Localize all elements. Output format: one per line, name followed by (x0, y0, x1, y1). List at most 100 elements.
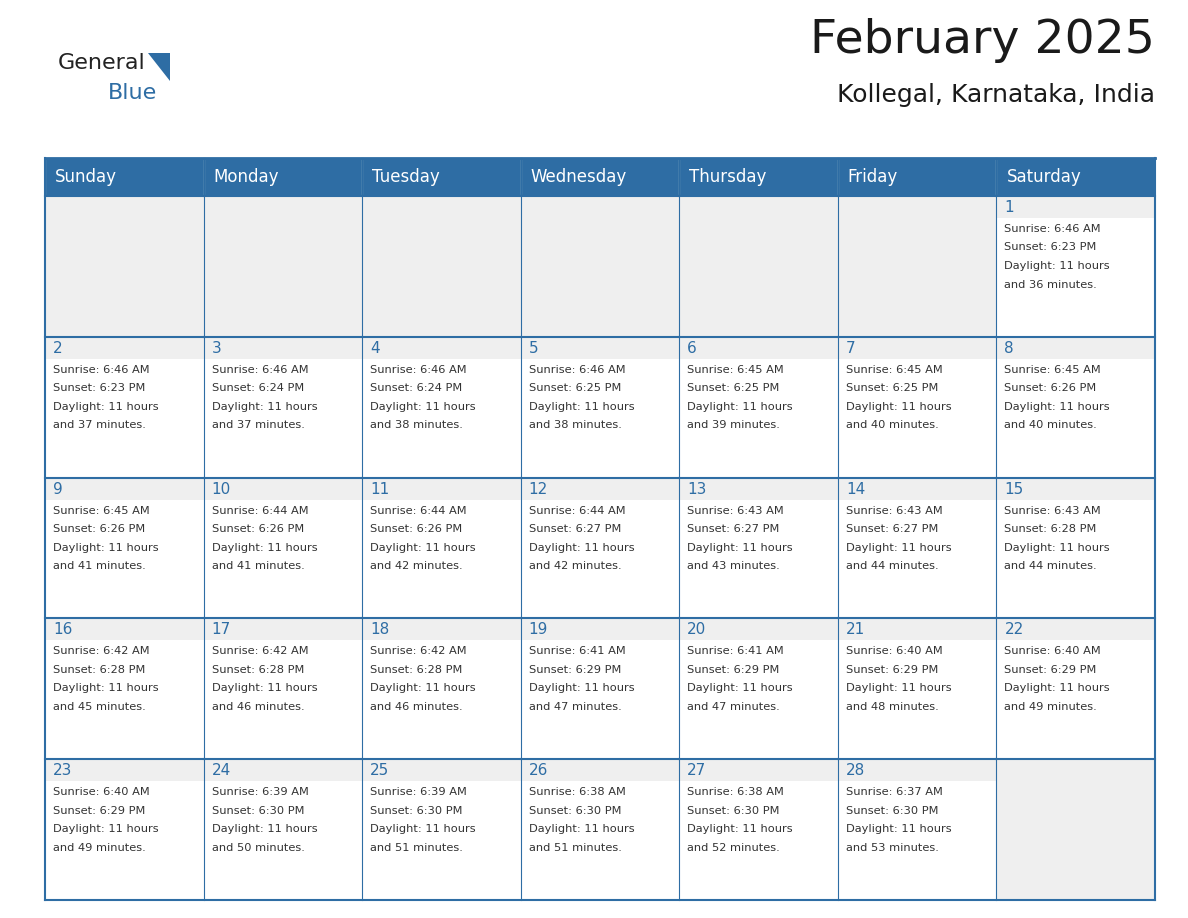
Text: Sunset: 6:23 PM: Sunset: 6:23 PM (1004, 242, 1097, 252)
Bar (45, 759, 203, 900)
Text: Daylight: 11 hours: Daylight: 11 hours (53, 402, 159, 412)
Text: Sunset: 6:30 PM: Sunset: 6:30 PM (846, 806, 939, 816)
Text: Sunrise: 6:38 AM: Sunrise: 6:38 AM (529, 788, 626, 797)
Text: Sunset: 6:25 PM: Sunset: 6:25 PM (688, 384, 779, 393)
Text: Sunset: 6:24 PM: Sunset: 6:24 PM (211, 384, 304, 393)
Bar (203, 196, 362, 337)
Bar (362, 477, 520, 499)
Text: Daylight: 11 hours: Daylight: 11 hours (211, 402, 317, 412)
Bar (838, 196, 997, 337)
Text: and 41 minutes.: and 41 minutes. (53, 561, 146, 571)
Text: 6: 6 (688, 341, 697, 356)
Text: Sunrise: 6:43 AM: Sunrise: 6:43 AM (1004, 506, 1101, 516)
Text: Sunset: 6:29 PM: Sunset: 6:29 PM (53, 806, 145, 816)
Text: and 49 minutes.: and 49 minutes. (1004, 702, 1098, 711)
Text: 19: 19 (529, 622, 548, 637)
Text: 15: 15 (1004, 482, 1024, 497)
Text: Sunrise: 6:46 AM: Sunrise: 6:46 AM (371, 364, 467, 375)
Bar (203, 759, 362, 781)
Text: Sunset: 6:28 PM: Sunset: 6:28 PM (53, 665, 145, 675)
Bar (45, 158, 203, 196)
Text: Sunrise: 6:37 AM: Sunrise: 6:37 AM (846, 788, 943, 797)
Bar (838, 477, 997, 619)
Text: and 38 minutes.: and 38 minutes. (371, 420, 463, 431)
Bar (997, 337, 1155, 477)
Bar (45, 477, 203, 499)
Text: Sunrise: 6:46 AM: Sunrise: 6:46 AM (1004, 224, 1101, 234)
Text: Thursday: Thursday (689, 168, 766, 186)
Text: Sunset: 6:26 PM: Sunset: 6:26 PM (53, 524, 145, 534)
Bar (680, 619, 838, 759)
Text: Sunset: 6:25 PM: Sunset: 6:25 PM (529, 384, 621, 393)
Text: Blue: Blue (108, 83, 157, 103)
Bar (520, 158, 680, 196)
Bar (680, 619, 838, 641)
Bar (362, 619, 520, 759)
Bar (680, 477, 838, 499)
Text: and 51 minutes.: and 51 minutes. (529, 843, 621, 853)
Text: Sunrise: 6:40 AM: Sunrise: 6:40 AM (53, 788, 150, 797)
Bar (680, 477, 838, 619)
Text: Daylight: 11 hours: Daylight: 11 hours (53, 543, 159, 553)
Text: Sunset: 6:24 PM: Sunset: 6:24 PM (371, 384, 462, 393)
Text: and 38 minutes.: and 38 minutes. (529, 420, 621, 431)
Text: 21: 21 (846, 622, 865, 637)
Text: Sunrise: 6:45 AM: Sunrise: 6:45 AM (688, 364, 784, 375)
Text: 2: 2 (53, 341, 63, 356)
Bar (45, 196, 203, 337)
Bar (838, 619, 997, 641)
Text: Sunrise: 6:43 AM: Sunrise: 6:43 AM (846, 506, 942, 516)
Text: February 2025: February 2025 (810, 18, 1155, 63)
Bar (997, 196, 1155, 337)
Text: 20: 20 (688, 622, 707, 637)
Bar (520, 477, 680, 619)
Text: Sunset: 6:28 PM: Sunset: 6:28 PM (211, 665, 304, 675)
Text: 24: 24 (211, 763, 230, 778)
Bar (45, 337, 203, 359)
Text: Wednesday: Wednesday (531, 168, 627, 186)
Text: and 42 minutes.: and 42 minutes. (529, 561, 621, 571)
Text: 10: 10 (211, 482, 230, 497)
Text: Sunrise: 6:44 AM: Sunrise: 6:44 AM (211, 506, 308, 516)
Text: and 51 minutes.: and 51 minutes. (371, 843, 463, 853)
Text: Sunrise: 6:45 AM: Sunrise: 6:45 AM (846, 364, 942, 375)
Text: Daylight: 11 hours: Daylight: 11 hours (53, 824, 159, 834)
Text: Sunset: 6:23 PM: Sunset: 6:23 PM (53, 384, 145, 393)
Text: and 46 minutes.: and 46 minutes. (371, 702, 463, 711)
Text: Daylight: 11 hours: Daylight: 11 hours (371, 683, 475, 693)
Text: Sunset: 6:27 PM: Sunset: 6:27 PM (846, 524, 939, 534)
Bar (838, 337, 997, 477)
Text: Daylight: 11 hours: Daylight: 11 hours (211, 543, 317, 553)
Text: 25: 25 (371, 763, 390, 778)
Text: Sunrise: 6:41 AM: Sunrise: 6:41 AM (529, 646, 625, 656)
Bar (680, 196, 838, 337)
Bar (45, 477, 203, 619)
Text: 4: 4 (371, 341, 380, 356)
Text: Sunset: 6:26 PM: Sunset: 6:26 PM (371, 524, 462, 534)
Bar (997, 759, 1155, 900)
Text: Daylight: 11 hours: Daylight: 11 hours (211, 824, 317, 834)
Text: 16: 16 (53, 622, 72, 637)
Text: and 48 minutes.: and 48 minutes. (846, 702, 939, 711)
Bar (45, 337, 203, 477)
Text: 11: 11 (371, 482, 390, 497)
Text: Daylight: 11 hours: Daylight: 11 hours (529, 402, 634, 412)
Text: 13: 13 (688, 482, 707, 497)
Bar (362, 619, 520, 641)
Text: Sunset: 6:30 PM: Sunset: 6:30 PM (211, 806, 304, 816)
Text: Sunrise: 6:42 AM: Sunrise: 6:42 AM (371, 646, 467, 656)
Text: Daylight: 11 hours: Daylight: 11 hours (688, 683, 792, 693)
Bar (680, 196, 838, 337)
Text: Daylight: 11 hours: Daylight: 11 hours (846, 402, 952, 412)
Text: 3: 3 (211, 341, 221, 356)
Text: Sunset: 6:30 PM: Sunset: 6:30 PM (688, 806, 779, 816)
Text: Kollegal, Karnataka, India: Kollegal, Karnataka, India (838, 83, 1155, 107)
Bar (680, 337, 838, 359)
Text: and 40 minutes.: and 40 minutes. (1004, 420, 1098, 431)
Bar (362, 337, 520, 359)
Text: and 39 minutes.: and 39 minutes. (688, 420, 781, 431)
Bar (203, 158, 362, 196)
Text: 7: 7 (846, 341, 855, 356)
Bar (362, 759, 520, 781)
Text: Daylight: 11 hours: Daylight: 11 hours (846, 543, 952, 553)
